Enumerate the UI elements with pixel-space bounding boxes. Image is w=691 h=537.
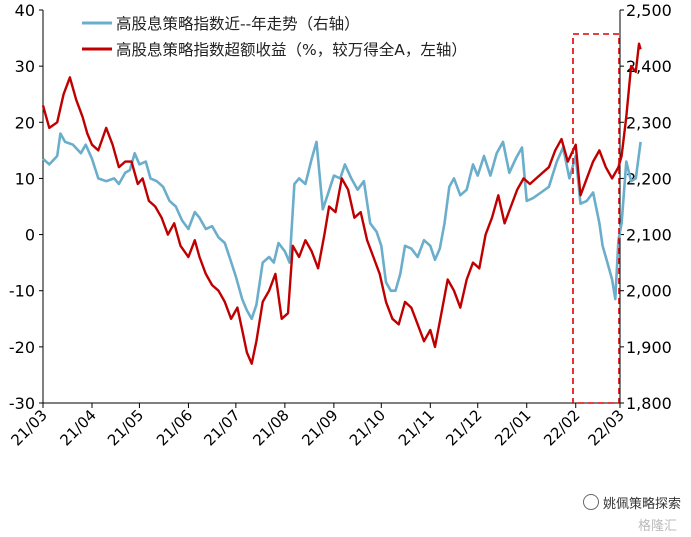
y-right-tick-label: 2,300 [626, 113, 672, 132]
wechat-icon [582, 494, 599, 510]
x-tick-label: 21/10 [346, 406, 389, 449]
x-tick-label: 21/08 [249, 406, 292, 449]
y-left-tick-label: -10 [9, 282, 35, 301]
legend: 高股息策略指数近--年走势（右轴） 高股息策略指数超额收益（%，较万得全A，左轴） [82, 15, 467, 59]
legend-label-2: 高股息策略指数超额收益（%，较万得全A，左轴） [116, 41, 467, 59]
x-tick-label: 21/11 [395, 406, 438, 449]
series-lines [41, 42, 642, 365]
legend-label-1: 高股息策略指数近--年走势（右轴） [116, 15, 360, 33]
y-right-tick-label: 2,000 [626, 282, 672, 301]
x-tick-label: 21/06 [153, 406, 196, 449]
x-tick-label: 21/05 [104, 406, 147, 449]
watermark-text: 姚佩策略探索 [602, 497, 681, 512]
x-tick-label: 21/09 [298, 406, 341, 449]
highlight-box [572, 33, 620, 404]
y-left-tick-label: -20 [9, 338, 35, 357]
x-tick-label: 21/04 [57, 406, 100, 449]
x-tick-label: 22/03 [585, 406, 628, 449]
y-right-tick-label: 2,100 [626, 226, 672, 245]
series-line-2 [41, 42, 642, 365]
axes: -30 -20 -10 0 10 20 30 40 1,800 1,900 2,000 2,100 2,… [8, 1, 672, 449]
watermark: 姚佩策略探索 [582, 493, 681, 512]
x-tick-label: 21/07 [200, 406, 243, 449]
y-left-tick-label: -30 [9, 394, 35, 413]
x-tick-label: 22/02 [540, 406, 583, 449]
y-left-tick-label: 30 [15, 57, 35, 76]
y-right-tick-label: 1,800 [626, 394, 672, 413]
y-left-tick-label: 10 [15, 169, 35, 188]
y-left-tick-label: 20 [15, 113, 35, 132]
series-line-1 [42, 132, 642, 321]
y-right-tick-label: 2,500 [626, 1, 672, 20]
x-tick-label: 21/12 [442, 406, 485, 449]
watermark-sub: 格隆汇 [637, 519, 677, 534]
x-tick-label: 22/01 [491, 406, 534, 449]
y-left-tick-label: 0 [25, 226, 35, 245]
y-right-tick-label: 1,900 [626, 338, 672, 357]
y-left-tick-label: 40 [15, 1, 35, 20]
